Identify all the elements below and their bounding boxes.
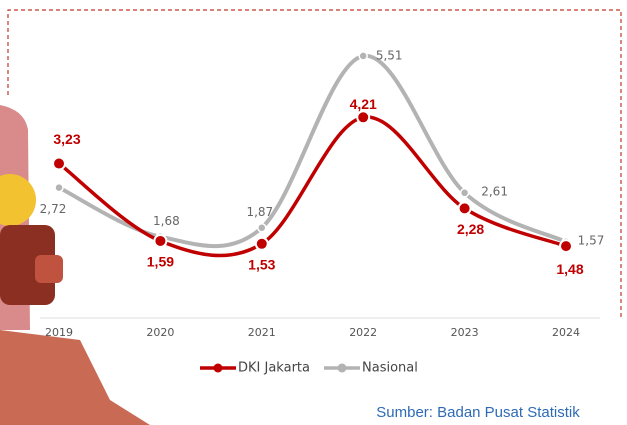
data-label: 5,51 xyxy=(376,48,403,62)
data-label: 1,68 xyxy=(153,214,180,228)
legend-label: Nasional xyxy=(362,361,418,376)
point xyxy=(560,240,572,252)
data-label: 1,53 xyxy=(248,256,275,272)
data-label: 1,57 xyxy=(578,233,605,247)
point xyxy=(154,235,166,247)
data-label: 1,87 xyxy=(246,205,273,219)
data-label: 4,21 xyxy=(350,96,377,112)
data-label: 3,23 xyxy=(53,131,80,147)
legend-dot xyxy=(214,364,223,373)
chart: Sumber: Badan Pusat Statistik 2019 2020 20… xyxy=(0,0,627,425)
point xyxy=(256,238,268,250)
x-tick-label: 2023 xyxy=(451,326,479,339)
point xyxy=(357,111,369,123)
point xyxy=(258,224,266,232)
decoration xyxy=(0,105,150,425)
point xyxy=(55,184,63,192)
data-label: 1,48 xyxy=(556,261,583,277)
x-tick-label: 2021 xyxy=(248,326,276,339)
data-label: 1,59 xyxy=(147,254,174,270)
data-label: 2,28 xyxy=(457,221,484,237)
x-tick-label: 2020 xyxy=(146,326,174,339)
legend-label: DKI Jakarta xyxy=(238,361,310,376)
x-tick-label: 2022 xyxy=(349,326,377,339)
legend-dot xyxy=(338,364,347,373)
point xyxy=(359,52,367,60)
source: Sumber: Badan Pusat Statistik xyxy=(376,404,580,421)
data-label: 2,72 xyxy=(40,202,67,216)
point xyxy=(53,158,65,170)
data-label: 2,61 xyxy=(481,184,508,198)
point xyxy=(461,189,469,197)
x-tick-label: 2024 xyxy=(552,326,580,339)
series-line xyxy=(59,56,566,246)
x-tick-label: 2019 xyxy=(45,326,73,339)
frame xyxy=(8,10,621,318)
point xyxy=(459,202,471,214)
